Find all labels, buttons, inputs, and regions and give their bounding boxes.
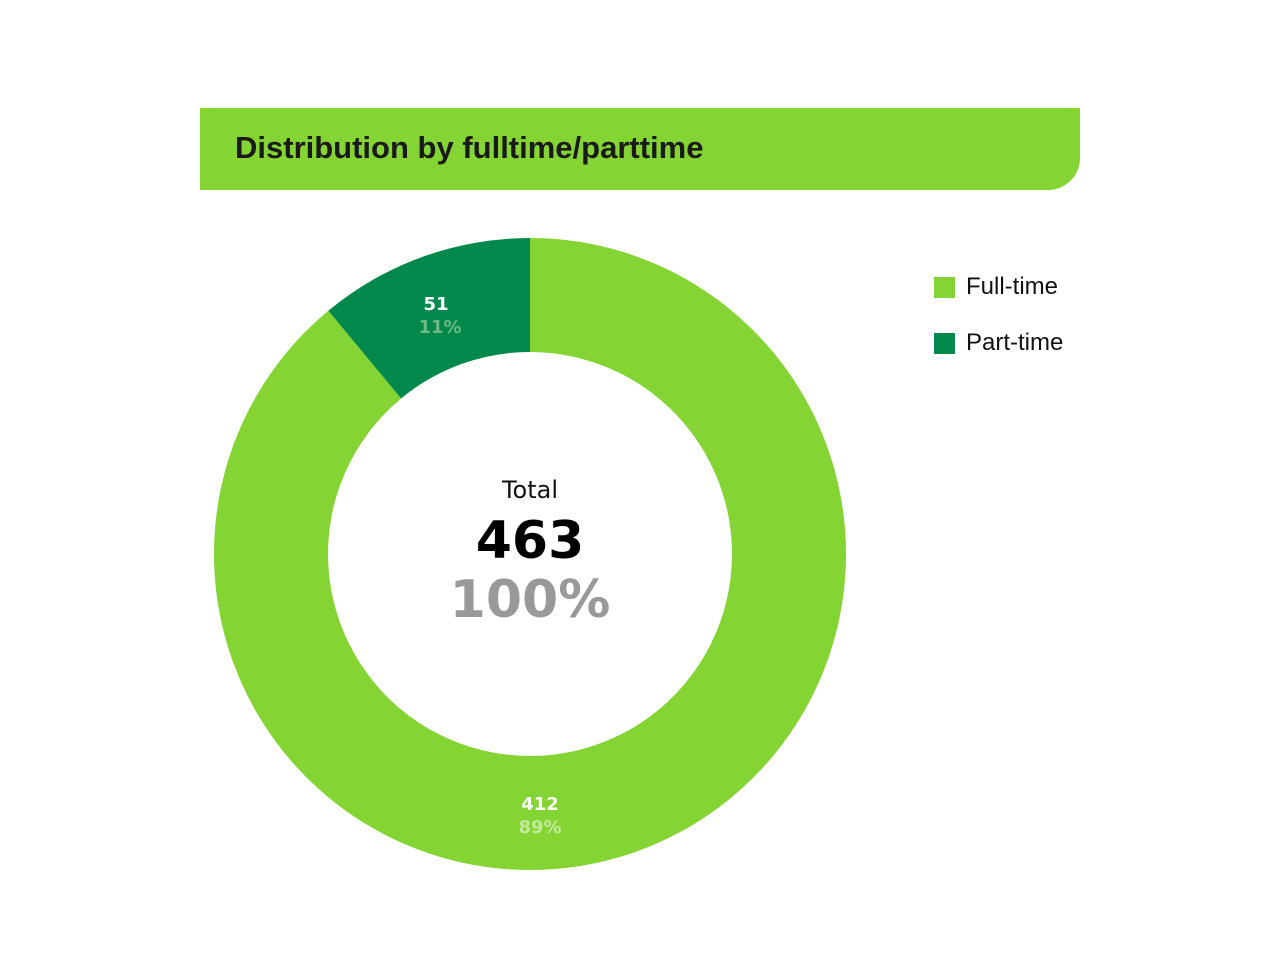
data-label-full-time-percent: 89% [518, 817, 561, 838]
center-total-percent: 100% [450, 570, 611, 630]
legend-item-part-time: Part-time [934, 328, 1063, 358]
legend-swatch-part-time [934, 332, 955, 354]
center-total-value: 463 [476, 511, 585, 571]
data-label-full-time-value: 412 [521, 794, 559, 815]
legend-label-part-time: Part-time [966, 329, 1064, 356]
legend-label-full-time: Full-time [966, 273, 1059, 300]
center-total-label: Total [501, 476, 558, 504]
chart-title: Distribution by fulltime/parttime [235, 130, 704, 165]
legend-item-full-time: Full-time [934, 272, 1063, 302]
legend: Full-time Part-time [934, 272, 1063, 384]
title-bar: Distribution by fulltime/parttime [200, 108, 1080, 190]
data-label-part-time-value: 51 [423, 294, 448, 315]
slice-full-time [213, 238, 846, 870]
legend-swatch-full-time [934, 276, 955, 298]
slice-part-time [328, 238, 530, 399]
data-label-part-time-percent: 11% [418, 317, 461, 338]
